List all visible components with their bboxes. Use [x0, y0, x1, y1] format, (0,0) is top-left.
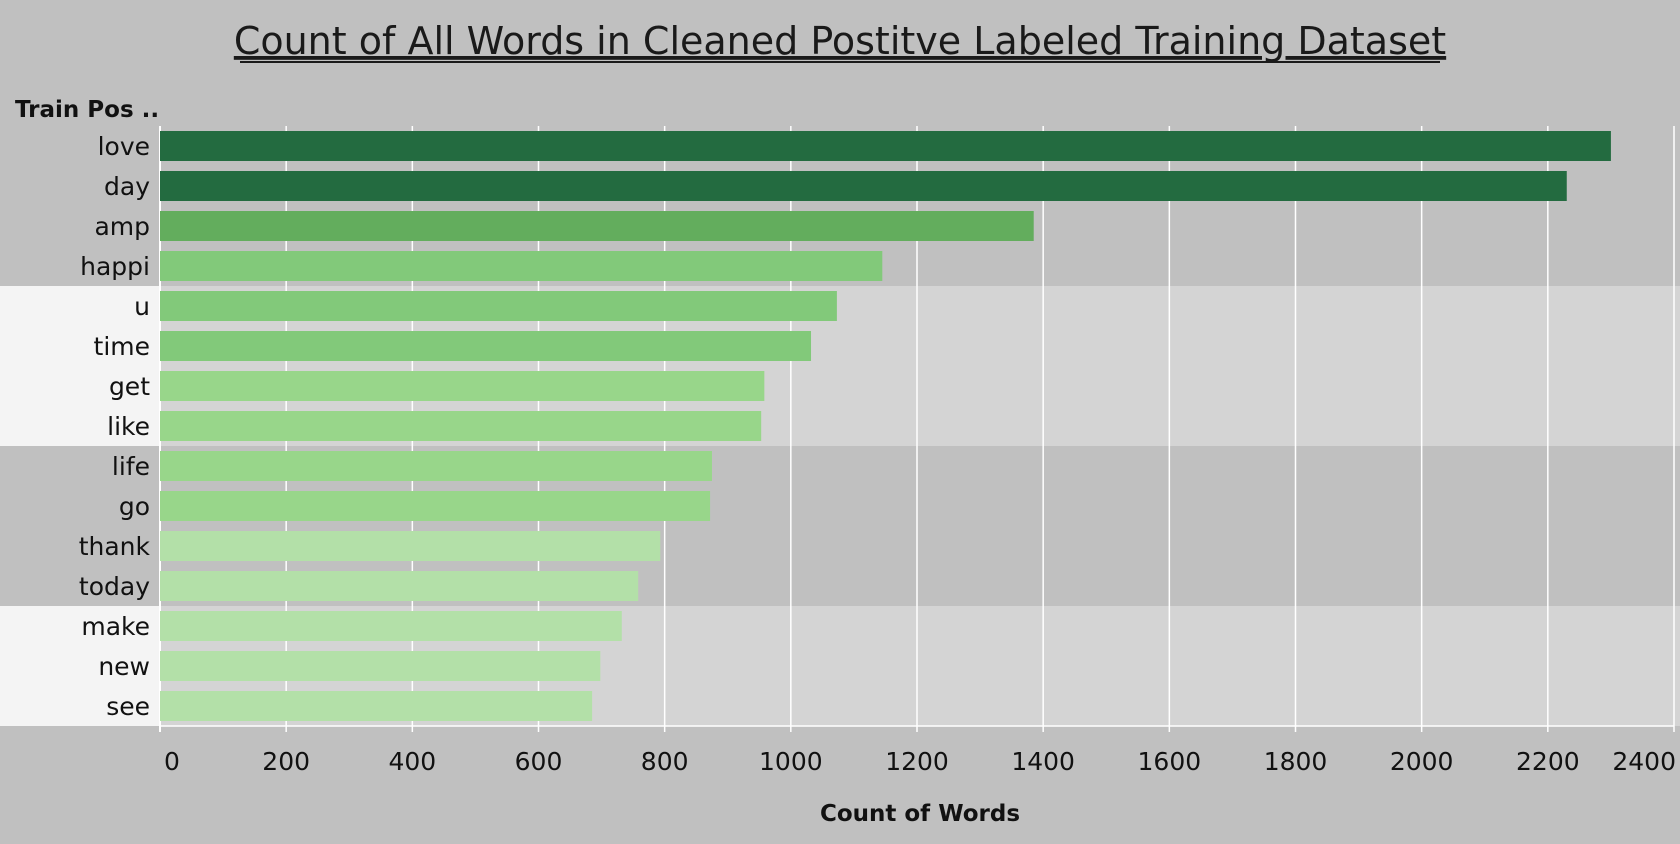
category-label-make: make: [81, 612, 150, 641]
bar-love[interactable]: [160, 131, 1611, 161]
category-label-like: like: [107, 412, 150, 441]
x-tick-label: 0: [164, 747, 180, 776]
bar-get[interactable]: [160, 371, 765, 401]
row-header: Train Pos ..: [15, 97, 159, 123]
category-label-life: life: [112, 452, 150, 481]
bar-thank[interactable]: [160, 531, 661, 561]
x-tick-label: 2000: [1390, 747, 1454, 776]
bar-make[interactable]: [160, 611, 622, 641]
category-label-today: today: [79, 572, 150, 601]
x-tick-label: 1400: [1011, 747, 1075, 776]
category-label-thank: thank: [79, 532, 151, 561]
category-label-time: time: [94, 332, 150, 361]
label-band: [0, 286, 160, 446]
bar-see[interactable]: [160, 691, 593, 721]
bar-amp[interactable]: [160, 211, 1034, 241]
label-band: [0, 606, 160, 726]
bar-life[interactable]: [160, 451, 712, 481]
x-tick-label: 1200: [885, 747, 949, 776]
bar-u[interactable]: [160, 291, 837, 321]
bar-today[interactable]: [160, 571, 639, 601]
category-label-love: love: [98, 132, 150, 161]
category-label-u: u: [134, 292, 150, 321]
category-label-see: see: [106, 692, 150, 721]
x-tick-label: 2400: [1612, 747, 1676, 776]
x-tick-label: 1800: [1264, 747, 1328, 776]
x-axis-ticks: 0 200 400 600 800 1000 1200 1400 1600 1800 2000 220…: [164, 747, 1676, 776]
x-tick-label: 400: [388, 747, 436, 776]
bar-day[interactable]: [160, 171, 1567, 201]
x-tick-label: 600: [515, 747, 563, 776]
bar-go[interactable]: [160, 491, 711, 521]
x-tick-label: 2200: [1516, 747, 1580, 776]
bars: [160, 131, 1611, 721]
category-label-go: go: [119, 492, 150, 521]
x-axis-title: Count of Words: [820, 801, 1020, 827]
bar-new[interactable]: [160, 651, 601, 681]
category-label-amp: amp: [94, 212, 150, 241]
category-label-new: new: [98, 652, 150, 681]
bar-happi[interactable]: [160, 251, 883, 281]
chart-title: Count of All Words in Cleaned Postitve L…: [234, 19, 1446, 63]
category-label-happi: happi: [80, 252, 150, 281]
x-tick-label: 1600: [1138, 747, 1202, 776]
category-label-day: day: [104, 172, 150, 201]
x-tick-label: 200: [262, 747, 310, 776]
x-tick-label: 1000: [759, 747, 823, 776]
category-label-get: get: [109, 372, 150, 401]
bar-time[interactable]: [160, 331, 812, 361]
category-labels: love day amp happi u time get like life go thank to…: [79, 132, 151, 721]
bar-like[interactable]: [160, 411, 762, 441]
x-tick-label: 800: [641, 747, 689, 776]
